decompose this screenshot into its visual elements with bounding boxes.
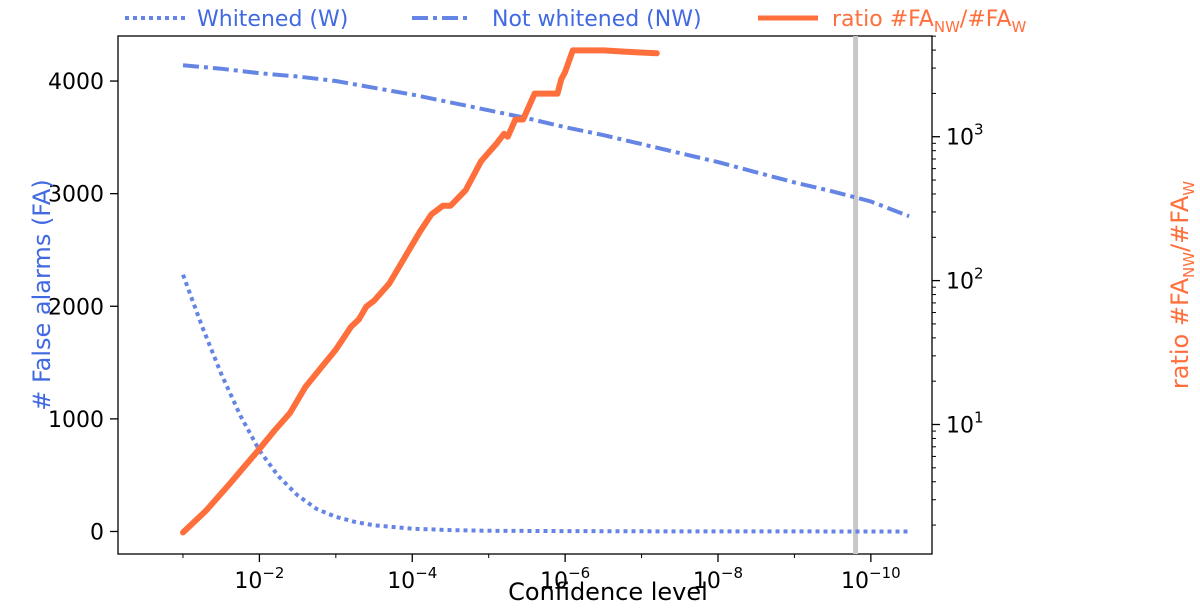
legend-label-whitened: Whitened (W) <box>197 7 348 32</box>
y-right-tick-label: 101 <box>946 409 984 439</box>
y-left-tick-label: 4000 <box>48 70 104 95</box>
series-ratio-line <box>180 47 660 536</box>
y-left-tick-label: 1000 <box>48 408 104 433</box>
y-right-tick-label: 103 <box>946 121 984 151</box>
y-right-axis-ticks: 101 102 103 <box>932 35 984 526</box>
y-left-axis-label: # False alarms (FA) <box>28 179 56 410</box>
x-tick-label: 10−10 <box>841 564 901 594</box>
x-tick-label: 10−6 <box>540 564 590 594</box>
y-left-tick-label: 2000 <box>48 295 104 320</box>
x-tick-label: 10−4 <box>387 564 437 594</box>
legend-label-ratio: ratio #FANW/#FAW <box>832 7 1026 36</box>
x-tick-label: 10−8 <box>693 564 743 594</box>
legend-label-not-whitened: Not whitened (NW) <box>492 7 702 32</box>
y-right-axis-label: ratio #FANW/#FAW <box>1166 181 1198 389</box>
y-right-tick-label: 102 <box>946 265 984 295</box>
x-axis-ticks: 10−2 10−4 10−6 10−8 10−10 <box>182 554 901 594</box>
y-left-axis-ticks: 0 1000 2000 3000 4000 <box>48 70 118 545</box>
y-left-tick-label: 3000 <box>48 183 104 208</box>
x-axis-label: Confidence level <box>508 578 708 606</box>
x-tick-label: 10−2 <box>234 564 284 594</box>
y-left-tick-label: 0 <box>90 520 104 545</box>
series-not-whitened-line <box>182 63 910 219</box>
series-whitened-line <box>181 274 910 534</box>
legend: Whitened (W) Not whitened (NW) ratio #FA… <box>125 7 1026 36</box>
